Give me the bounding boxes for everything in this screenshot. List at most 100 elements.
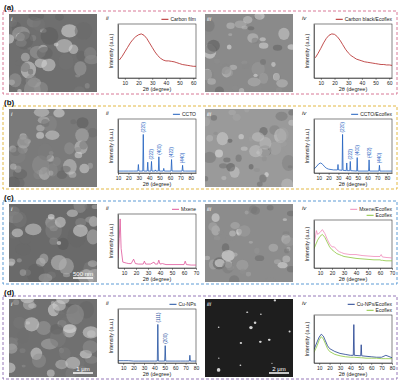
- sem-grain: [205, 45, 217, 55]
- chart: 102030405060702θ (degree)Intensity (a.u.…: [106, 205, 199, 282]
- x-tick: 10: [318, 268, 324, 276]
- x-tick-label: 50: [373, 80, 379, 86]
- x-tick: 10: [317, 363, 323, 371]
- sem-grain: [245, 210, 249, 214]
- sem-grain: [284, 249, 289, 254]
- chart: 10203040506070802θ (degree)Intensity (a.…: [106, 110, 197, 187]
- sem-grain: [9, 34, 14, 43]
- sem-image: [205, 109, 293, 187]
- sem-grain: [205, 117, 210, 126]
- sem-image: [205, 299, 293, 377]
- sem-grain: [217, 132, 229, 145]
- sem-grain: [226, 163, 235, 171]
- sem-grain: [88, 260, 97, 267]
- sem-grain: [218, 230, 223, 234]
- y-axis-title: Intensity (a.u.): [304, 321, 310, 356]
- chart: 102030405060702θ (degree)Intensity (a.u.…: [302, 205, 395, 282]
- x-tick: 50: [170, 268, 176, 276]
- sem-grain: [20, 62, 30, 72]
- panel-numeral: ii: [106, 15, 109, 21]
- sem-texture: [217, 299, 291, 372]
- sem-texture: [9, 109, 97, 187]
- panel-numeral: iv: [302, 15, 307, 21]
- sem-grain: [259, 137, 271, 150]
- x-tick-label: 40: [152, 365, 158, 371]
- sem-grain: [74, 140, 87, 154]
- sem-grain: [17, 89, 21, 92]
- x-tick: 60: [387, 78, 393, 86]
- sem-panel: 2 μmiii: [205, 299, 293, 377]
- sem-grain: [213, 132, 217, 135]
- sem-grain: [41, 119, 49, 127]
- sem-grain: [246, 311, 248, 313]
- sem-grain: [58, 53, 73, 70]
- x-axis-title: 2θ (degree): [339, 276, 368, 282]
- legend-label: CCTO: [182, 111, 196, 117]
- sem-grain: [205, 176, 208, 181]
- sem-grain: [260, 59, 266, 65]
- peak-label: (440): [377, 152, 382, 163]
- sem-grain: [75, 128, 89, 142]
- sem-image: [9, 109, 97, 187]
- sem-grain: [70, 119, 76, 124]
- chart: 1020304050602θ (degree)Intensity (a.u.)C…: [106, 15, 197, 92]
- sem-grain: [233, 114, 241, 121]
- legend-label: Ecoflex: [376, 212, 393, 218]
- sem-grain: [24, 317, 39, 331]
- x-tick: 20: [134, 268, 140, 276]
- sem-grain: [20, 269, 26, 276]
- sem-grain: [288, 165, 293, 168]
- scale-bar: [73, 372, 93, 374]
- sem-grain: [88, 163, 93, 169]
- plot-frame: [118, 214, 196, 268]
- x-tick-label: 60: [369, 365, 375, 371]
- sem-grain: [229, 275, 239, 282]
- peak-label: (222): [348, 148, 353, 159]
- sem-grain: [233, 253, 238, 257]
- sem-grain: [85, 216, 95, 223]
- peak-label: (400): [355, 145, 360, 156]
- sem-grain: [236, 154, 242, 161]
- x-tick: 10: [317, 173, 323, 181]
- sem-grain: [259, 174, 266, 182]
- x-tick: 50: [366, 268, 372, 276]
- sem-grain: [205, 256, 210, 260]
- x-tick: 40: [346, 173, 352, 181]
- sem-grain: [50, 324, 63, 335]
- plot-frame: [118, 119, 196, 173]
- sem-grain: [9, 344, 17, 354]
- marks: [314, 134, 392, 171]
- sem-image: [9, 204, 97, 282]
- y-axis-title: Intensity (a.u.): [304, 128, 310, 163]
- y-axis-title: Intensity (a.u.): [108, 128, 114, 163]
- x-tick: 20: [326, 173, 332, 181]
- x-tick: 70: [379, 363, 385, 371]
- x-axis: 10203040506070: [315, 268, 396, 276]
- sem-grain: [251, 207, 260, 215]
- sem-grain: [217, 368, 221, 372]
- x-tick: 70: [178, 173, 184, 181]
- x-tick-label: 10: [122, 270, 128, 276]
- sem-grain: [9, 362, 15, 373]
- sem-grain: [57, 238, 68, 250]
- x-tick-label: 20: [131, 365, 137, 371]
- panel-numeral: iii: [207, 206, 212, 212]
- row-border: [3, 201, 397, 284]
- sem-grain: [15, 243, 31, 255]
- row-border: [3, 106, 397, 189]
- sem-grain: [259, 43, 268, 49]
- row-label: (a): [4, 3, 14, 12]
- peak-label: (440): [180, 152, 185, 163]
- x-tick: 20: [126, 173, 132, 181]
- sem-grain: [277, 140, 287, 147]
- sem-grain: [287, 211, 293, 217]
- sem-grain: [66, 304, 84, 324]
- x-tick: 40: [360, 78, 366, 86]
- sem-grain: [9, 147, 26, 163]
- sem-grain: [19, 348, 25, 353]
- x-tick: 30: [342, 268, 348, 276]
- legend-label: Carbon film: [170, 16, 196, 22]
- plot-frame: [118, 24, 196, 78]
- sem-grain: [47, 163, 58, 176]
- scale-bar-label: 1 μm: [76, 366, 89, 372]
